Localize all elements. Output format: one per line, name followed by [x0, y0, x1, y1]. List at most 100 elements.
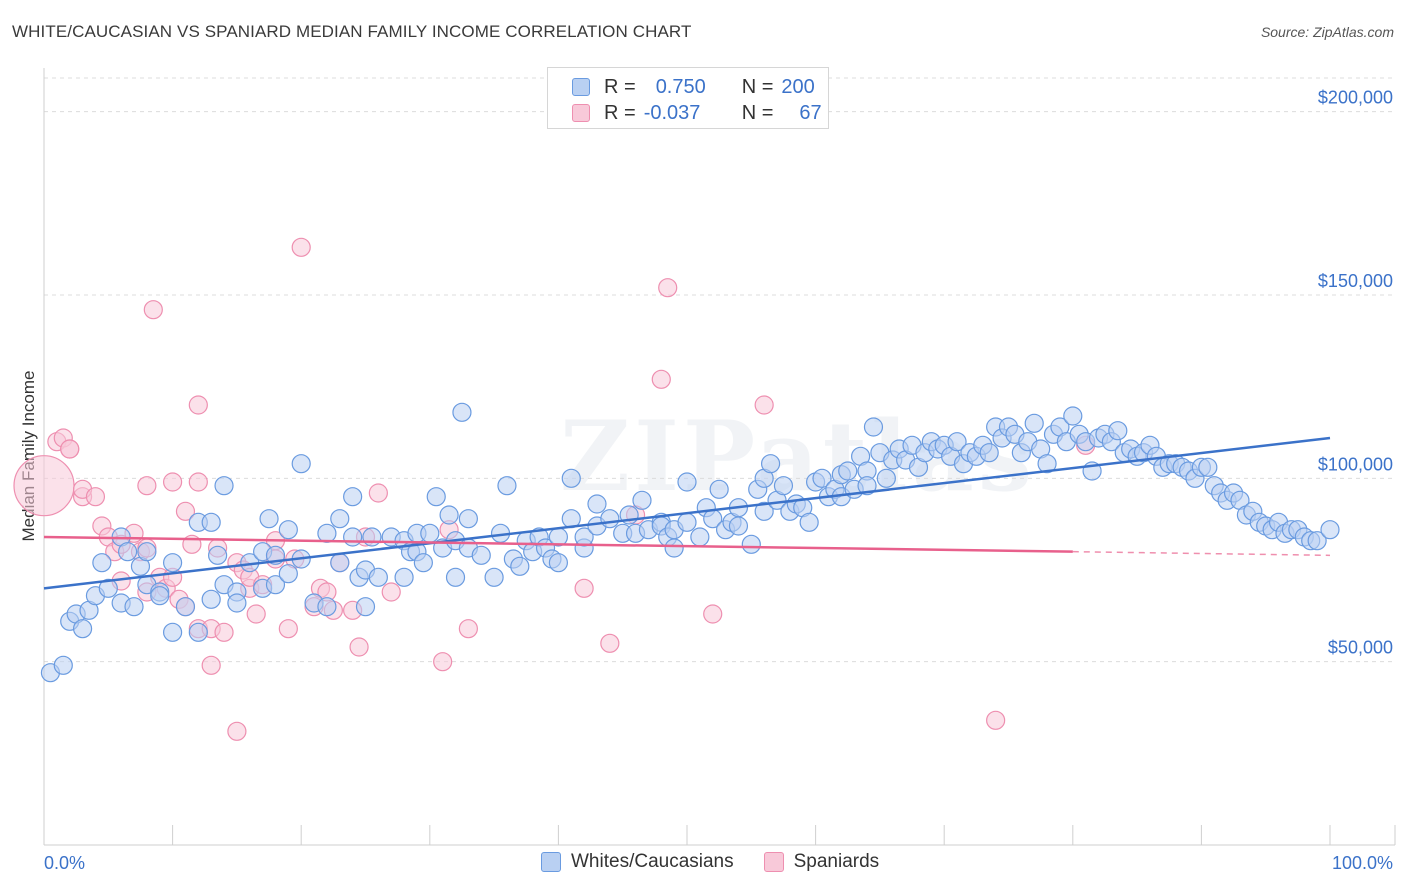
point-whites	[291, 454, 311, 474]
series-legend-whites[interactable]: Whites/Caucasians	[541, 851, 734, 873]
point-whites	[664, 538, 684, 558]
point-spaniards	[60, 439, 80, 459]
y-tick-label: $150,000	[1318, 271, 1393, 291]
point-whites	[876, 468, 896, 488]
point-whites	[201, 512, 221, 532]
point-whites	[677, 472, 697, 492]
y-tick-label: $50,000	[1328, 638, 1393, 658]
point-whites	[117, 542, 138, 562]
x-tick-label-min: 0.0%	[44, 853, 85, 873]
point-whites	[561, 468, 581, 488]
point-whites	[838, 461, 858, 481]
legend-r-value: -0.037	[643, 101, 701, 124]
point-whites	[857, 476, 877, 496]
point-whites	[343, 487, 363, 507]
point-whites	[445, 567, 466, 587]
point-whites	[163, 553, 183, 573]
point-whites	[754, 501, 774, 521]
chart-title: WHITE/CAUCASIAN VS SPANIARD MEDIAN FAMIL…	[12, 22, 692, 41]
point-whites	[484, 567, 504, 587]
point-whites	[92, 553, 112, 573]
point-spaniards	[175, 501, 196, 521]
point-whites	[368, 567, 388, 587]
point-whites	[741, 534, 761, 554]
point-whites	[728, 516, 749, 536]
point-whites	[632, 490, 652, 510]
point-whites	[812, 468, 832, 488]
point-spaniards	[13, 455, 75, 517]
point-spaniards	[381, 582, 401, 602]
series-label-spaniards: Spaniards	[793, 851, 880, 872]
point-spaniards	[754, 395, 774, 415]
legend-row-spaniards: R = -0.037 N = 67	[572, 100, 822, 126]
series-whites	[40, 402, 1340, 683]
point-spaniards	[227, 721, 247, 741]
point-whites	[587, 494, 607, 514]
y-tick-label: $200,000	[1318, 88, 1393, 108]
x-tick-label-max: 100.0%	[1332, 853, 1393, 873]
point-whites	[330, 553, 350, 573]
point-spaniards	[214, 622, 234, 642]
point-spaniards	[188, 395, 208, 415]
series-legend: Whites/Caucasians Spaniards	[541, 851, 909, 873]
point-whites	[330, 509, 350, 529]
point-spaniards	[658, 278, 678, 298]
y-tick-label: $100,000	[1318, 454, 1393, 474]
point-whites	[227, 593, 247, 613]
legend-n-label: N =	[741, 101, 774, 124]
point-whites	[317, 597, 337, 617]
point-whites	[278, 564, 298, 584]
chart-source: Source: ZipAtlas.com	[1260, 24, 1394, 40]
point-whites	[1063, 406, 1083, 426]
point-whites	[1320, 520, 1340, 540]
point-whites	[600, 509, 620, 529]
point-whites	[979, 443, 999, 463]
point-whites	[677, 512, 697, 532]
legend-r-label: R =	[604, 75, 636, 98]
point-whites	[510, 556, 530, 576]
point-whites	[1024, 413, 1044, 433]
point-spaniards	[291, 237, 311, 257]
point-spaniards	[458, 619, 478, 639]
point-spaniards	[574, 578, 594, 598]
point-whites	[1108, 421, 1128, 441]
point-whites	[188, 622, 208, 642]
point-whites	[259, 509, 279, 529]
point-whites	[355, 597, 376, 617]
legend-n-value: 67	[799, 101, 822, 124]
trendline-whites	[43, 436, 1331, 590]
legend-n-value: 200	[781, 75, 815, 98]
legend-swatch-spaniards	[572, 104, 590, 122]
point-whites	[548, 553, 569, 573]
point-spaniards	[85, 487, 106, 507]
legend-swatch-whites	[572, 78, 590, 96]
point-whites	[452, 402, 472, 422]
point-whites	[343, 527, 363, 547]
legend-row-whites: R = 0.750 N = 200	[572, 74, 815, 100]
trendline-spaniards-extension	[1072, 550, 1331, 557]
point-whites	[799, 512, 819, 532]
point-whites	[760, 454, 781, 474]
point-whites	[137, 542, 157, 562]
legend-n-label: N =	[741, 75, 774, 98]
point-whites	[690, 527, 710, 547]
point-whites	[439, 505, 459, 525]
point-whites	[175, 597, 196, 617]
y-axis-title: Median Family Income	[19, 370, 38, 541]
trendline-spaniards	[43, 535, 1073, 553]
point-spaniards	[278, 619, 298, 639]
point-whites	[1307, 531, 1327, 551]
point-whites	[201, 589, 221, 609]
point-whites	[124, 597, 144, 617]
point-whites	[420, 523, 440, 543]
point-spaniards	[137, 476, 157, 496]
series-spaniards	[13, 237, 1096, 741]
point-whites	[278, 520, 298, 540]
point-whites	[53, 655, 73, 675]
point-spaniards	[368, 483, 388, 503]
point-whites	[163, 622, 183, 642]
correlation-legend: R = 0.750 N = 200 R = -0.037 N = 67	[547, 67, 829, 129]
point-whites	[214, 476, 234, 496]
series-legend-spaniards[interactable]: Spaniards	[763, 851, 880, 873]
